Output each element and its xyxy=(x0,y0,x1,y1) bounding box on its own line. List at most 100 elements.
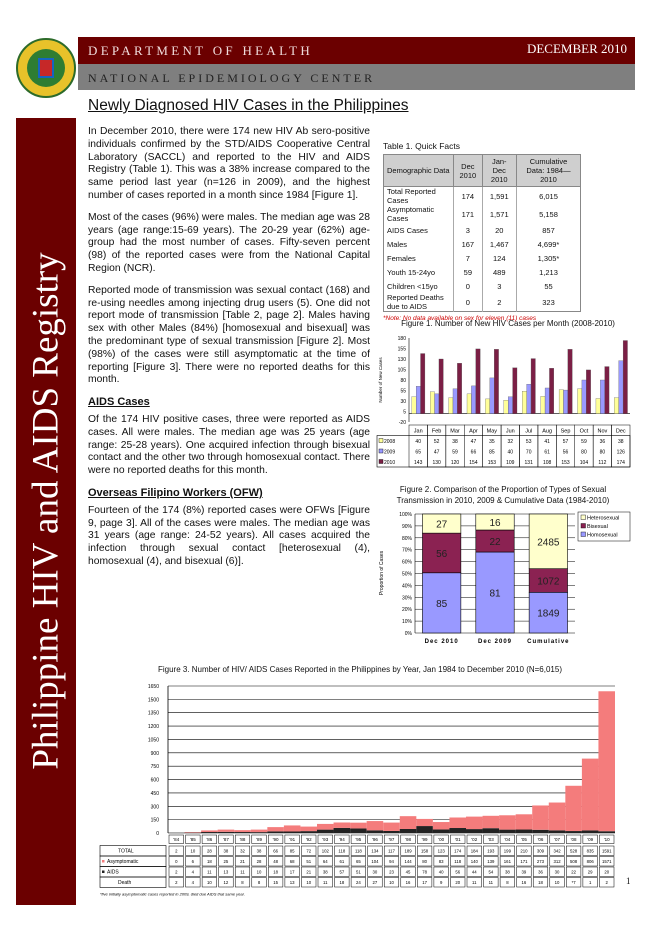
data-label: 29 xyxy=(588,870,593,875)
bar-segment-asymptomatic xyxy=(283,825,301,832)
x-tick-label: '05 xyxy=(521,837,527,842)
data-label: 80 xyxy=(422,859,427,864)
bar-segment-asymptomatic xyxy=(416,818,433,827)
table-cell xyxy=(251,877,267,888)
table-cell: 7 xyxy=(453,251,483,265)
table-cell xyxy=(582,856,598,867)
table-cell xyxy=(466,845,482,856)
data-label: 57 xyxy=(339,870,344,875)
bar-segment-aids xyxy=(267,831,284,833)
table-cell: 171 xyxy=(453,205,483,223)
data-label: 171 xyxy=(520,859,528,864)
table-cell xyxy=(350,856,366,867)
data-label: 1 xyxy=(589,880,592,885)
data-label: 174 xyxy=(617,460,626,466)
data-label: 56 xyxy=(436,549,448,560)
y-tick-label: 55 xyxy=(400,389,406,395)
data-label: 102 xyxy=(322,849,330,854)
table-cell xyxy=(201,845,217,856)
table-cell xyxy=(466,877,482,888)
y-tick-label: 105 xyxy=(398,368,407,374)
y-tick-label: 30 xyxy=(400,399,406,405)
bar-2008 xyxy=(485,398,490,414)
table-cell xyxy=(433,877,449,888)
table-cell: 0 xyxy=(453,279,483,293)
x-tick-box xyxy=(268,834,284,844)
table-cell xyxy=(301,866,317,877)
y-tick-label: 750 xyxy=(151,764,160,770)
table-cell xyxy=(400,866,416,877)
data-label: 25 xyxy=(224,859,229,864)
y-tick-label: 50% xyxy=(402,572,413,578)
data-label: 78 xyxy=(422,870,427,875)
bar-segment-aids xyxy=(548,830,566,833)
bar-2010 xyxy=(494,349,499,414)
bar-segment-asymptomatic xyxy=(184,832,202,833)
bar-segment-heterosexual xyxy=(475,513,515,531)
data-label: 4 xyxy=(192,870,195,875)
table-cell: Reported Deaths due to AIDS xyxy=(387,293,444,311)
bar-segment-aids xyxy=(598,831,615,833)
table-cell: 323 xyxy=(515,293,581,312)
bar-segment-asymptomatic xyxy=(598,691,615,832)
row-label: Death xyxy=(118,880,132,886)
x-tick-label: '03 xyxy=(488,837,494,842)
data-label: 0 xyxy=(175,859,178,864)
data-label: 51 xyxy=(306,859,311,864)
table-cell xyxy=(268,845,284,856)
table-cell: Total Reported Cases xyxy=(387,187,436,205)
x-tick-box xyxy=(185,834,201,844)
data-label: 9 xyxy=(440,880,443,885)
data-label: 17 xyxy=(422,880,427,885)
bar-segment-asymptomatic xyxy=(234,830,251,833)
quick-facts-table: Demographic Data Dec 2010 Jan-Dec 2010 Cumu… xyxy=(382,154,582,312)
data-label: 109 xyxy=(506,460,515,466)
bar-2009 xyxy=(600,379,605,414)
table-cell xyxy=(400,845,416,856)
x-tick-box xyxy=(201,834,217,844)
table-cell xyxy=(516,856,532,867)
table-cell: 857 xyxy=(515,223,581,237)
bar-2009 xyxy=(434,393,440,414)
table-cell xyxy=(582,866,598,877)
legend-label: Bisexual xyxy=(587,524,608,530)
data-label: 104 xyxy=(580,460,589,466)
y-tick-label: 80% xyxy=(402,536,413,542)
table-caption: Table 1. Quick Facts xyxy=(383,141,461,151)
table-row: Youth 15-24yo 59 489 1,213 xyxy=(384,265,581,279)
data-label: 66 xyxy=(471,450,477,456)
figure1-chart: Number of New Cases 180 155 130 105 80 55 30 5 -2… xyxy=(376,336,631,468)
x-tick-box xyxy=(532,834,549,844)
data-label: 1849 xyxy=(537,609,560,620)
table-cell: 59 xyxy=(453,265,483,279)
table-cell: 20 xyxy=(481,223,517,237)
data-label: 158 xyxy=(421,849,429,854)
y-tick-label: -20 xyxy=(399,420,406,426)
data-label: 120 xyxy=(451,460,460,466)
bar-segment-aids xyxy=(565,831,582,833)
x-tick-label: '86 xyxy=(206,837,212,842)
data-label: 85 xyxy=(290,849,295,854)
bar-segment-asymptomatic xyxy=(350,822,367,829)
table-cell xyxy=(566,866,582,877)
bar-segment-aids xyxy=(466,829,483,833)
table-cell xyxy=(367,866,383,877)
bar-2008 xyxy=(577,388,583,414)
x-tick-box xyxy=(218,834,234,844)
bar-segment-aids xyxy=(283,831,301,833)
row-label: Asymptomatic xyxy=(107,859,139,865)
data-label: 117 xyxy=(388,849,395,854)
table-cell: 1,571 xyxy=(481,205,517,223)
table-cell xyxy=(499,877,515,888)
table-cell xyxy=(234,845,251,856)
data-label: 27 xyxy=(373,880,378,885)
table-cell: 174 xyxy=(453,186,483,205)
data-label: 1072 xyxy=(537,577,560,588)
table-cell xyxy=(599,845,615,856)
footnote: *five initially asymptomatic cases repor… xyxy=(100,892,245,897)
figure3-title: Figure 3. Number of HIV/ AIDS Cases Repo… xyxy=(157,665,562,674)
bar-segment-aids xyxy=(499,829,516,833)
data-label: 273 xyxy=(537,859,545,864)
table-cell: 1,305* xyxy=(515,251,581,265)
table-cell xyxy=(400,877,416,888)
